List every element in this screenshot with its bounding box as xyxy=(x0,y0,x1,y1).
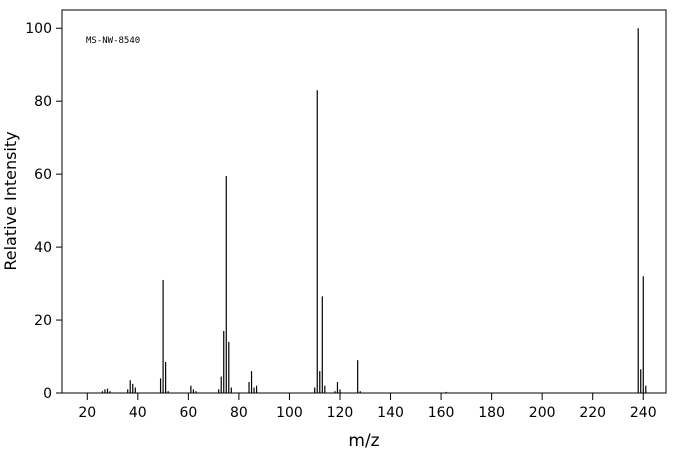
x-tick-label: 140 xyxy=(377,405,404,421)
annotation: MS-NW-8540 xyxy=(86,36,140,46)
x-axis-label: m/z xyxy=(348,431,379,451)
x-tick-label: 180 xyxy=(478,405,505,421)
x-tick-label: 220 xyxy=(579,405,606,421)
x-tick-label: 200 xyxy=(529,405,556,421)
y-tick-label: 100 xyxy=(25,21,52,37)
x-tick-label: 120 xyxy=(327,405,354,421)
x-tick-label: 240 xyxy=(630,405,657,421)
x-tick-label: 40 xyxy=(129,405,147,421)
y-tick-label: 40 xyxy=(34,240,52,256)
x-tick-label: 80 xyxy=(230,405,248,421)
y-axis-label: Relative Intensity xyxy=(1,131,20,270)
y-tick-label: 20 xyxy=(34,313,52,329)
x-tick-label: 160 xyxy=(428,405,455,421)
x-tick-label: 100 xyxy=(276,405,303,421)
x-tick-label: 60 xyxy=(179,405,197,421)
plot-frame xyxy=(61,9,667,394)
x-tick-label: 20 xyxy=(78,405,96,421)
y-tick-label: 60 xyxy=(34,167,52,183)
y-tick-label: 0 xyxy=(43,386,52,402)
y-tick-label: 80 xyxy=(34,94,52,110)
